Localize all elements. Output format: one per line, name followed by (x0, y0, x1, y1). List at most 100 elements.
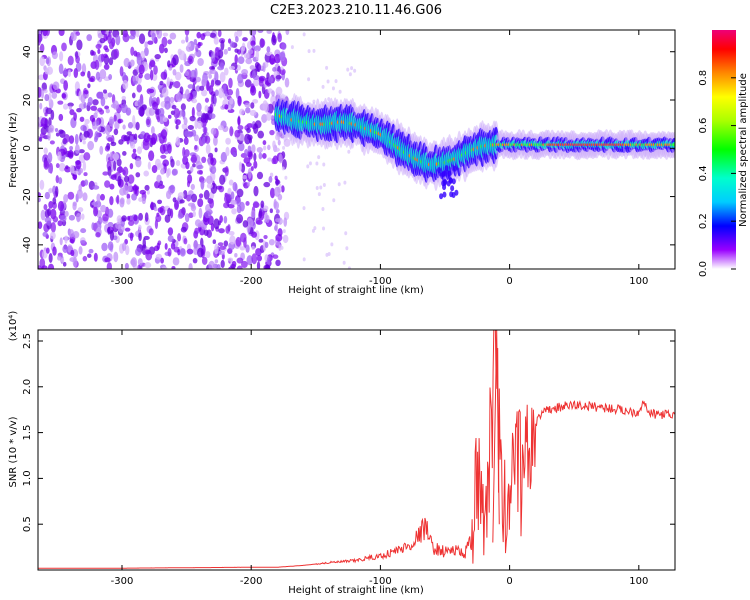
noise-blob (47, 130, 51, 141)
noise-blob (243, 157, 251, 164)
noise-blob (38, 34, 42, 46)
noise-blob (143, 170, 150, 177)
noise-blob (135, 172, 141, 178)
noise-blob (69, 165, 75, 174)
spectrogram-frame (37, 29, 676, 270)
noise-blob (284, 175, 288, 180)
noise-blob (180, 39, 186, 44)
noise-blob (256, 171, 264, 180)
noise-blob (327, 97, 331, 102)
noise-blob (237, 56, 245, 64)
signal-band (442, 191, 447, 198)
noise-blob (315, 185, 319, 190)
snr-y-tick-label: 1.5 (22, 425, 33, 441)
noise-blob (330, 242, 334, 247)
noise-blob (327, 251, 331, 256)
noise-blob (52, 197, 57, 205)
noise-blob (228, 104, 232, 111)
noise-blob (115, 34, 121, 46)
noise-blob (44, 93, 50, 102)
noise-blob (290, 45, 294, 50)
noise-blob (83, 152, 91, 161)
noise-blob (183, 117, 188, 126)
noise-blob (172, 54, 179, 66)
noise-blob (93, 135, 98, 143)
noise-blob (84, 89, 89, 95)
noise-blob (201, 77, 207, 87)
noise-blob (180, 226, 187, 233)
noise-blob (79, 167, 84, 174)
noise-blob (137, 224, 142, 231)
spectrogram-y-label: Frequency (Hz) (8, 112, 19, 188)
noise-blob (213, 96, 217, 105)
noise-blob (228, 179, 234, 186)
noise-blob (43, 147, 48, 155)
signal-band (437, 167, 442, 174)
noise-blob (242, 174, 247, 180)
noise-blob (67, 102, 74, 107)
noise-blob (236, 213, 244, 224)
noise-blob (193, 134, 199, 142)
noise-blob (229, 235, 236, 245)
snr-x-tick-label: 100 (629, 576, 648, 587)
noise-blob (258, 152, 263, 160)
noise-blob (169, 184, 176, 194)
noise-blob (167, 39, 172, 45)
noise-blob (322, 182, 326, 187)
noise-blob (188, 212, 194, 219)
noise-blob (184, 70, 189, 77)
noise-blob (38, 221, 43, 229)
noise-blob (167, 60, 171, 68)
noise-blob (167, 143, 172, 154)
noise-blob (119, 187, 126, 196)
colorbar-tick-label: 0.8 (698, 70, 709, 86)
noise-blob (96, 120, 100, 127)
noise-blob (240, 133, 244, 142)
noise-blob (122, 33, 130, 43)
noise-blob (153, 206, 158, 212)
noise-blob (52, 246, 57, 256)
noise-blob (272, 254, 279, 259)
noise-blob (43, 160, 50, 170)
noise-blob (203, 189, 210, 200)
snr-x-tick-label: -200 (240, 576, 263, 587)
noise-blob (315, 161, 319, 166)
noise-blob (70, 32, 77, 41)
noise-blob (127, 122, 134, 129)
noise-blob (161, 87, 169, 98)
noise-blob (120, 103, 128, 114)
noise-blob (166, 168, 170, 178)
noise-blob (194, 144, 198, 150)
noise-blob (79, 116, 85, 122)
noise-blob (106, 262, 112, 269)
snr-peak-spike (492, 330, 500, 543)
noise-blob (279, 68, 286, 76)
noise-blob (269, 208, 273, 214)
noise-blob (232, 181, 238, 192)
noise-blob (167, 114, 172, 119)
signal-band (442, 179, 447, 186)
snr-y-tick-label: 2.0 (22, 379, 33, 395)
noise-blob (55, 185, 59, 197)
noise-blob (138, 72, 143, 79)
noise-blob (86, 34, 93, 42)
noise-blob (250, 210, 256, 219)
noise-blob (217, 87, 224, 99)
noise-blob (269, 172, 274, 178)
noise-blob (245, 162, 252, 167)
noise-blob (62, 245, 69, 254)
signal-band (439, 193, 444, 200)
noise-blob (107, 92, 113, 98)
noise-blob (190, 166, 194, 173)
noise-blob (107, 208, 114, 218)
figure-title: C2E3.2023.210.11.46.G06 (270, 3, 442, 18)
noise-blob (214, 71, 219, 83)
noise-blob (197, 198, 204, 208)
noise-blob (126, 198, 131, 205)
noise-blob (346, 67, 350, 72)
noise-blob (147, 161, 151, 170)
noise-blob (38, 86, 42, 98)
noise-blob (173, 80, 181, 89)
noise-blob (183, 137, 189, 146)
noise-blob (60, 258, 65, 263)
